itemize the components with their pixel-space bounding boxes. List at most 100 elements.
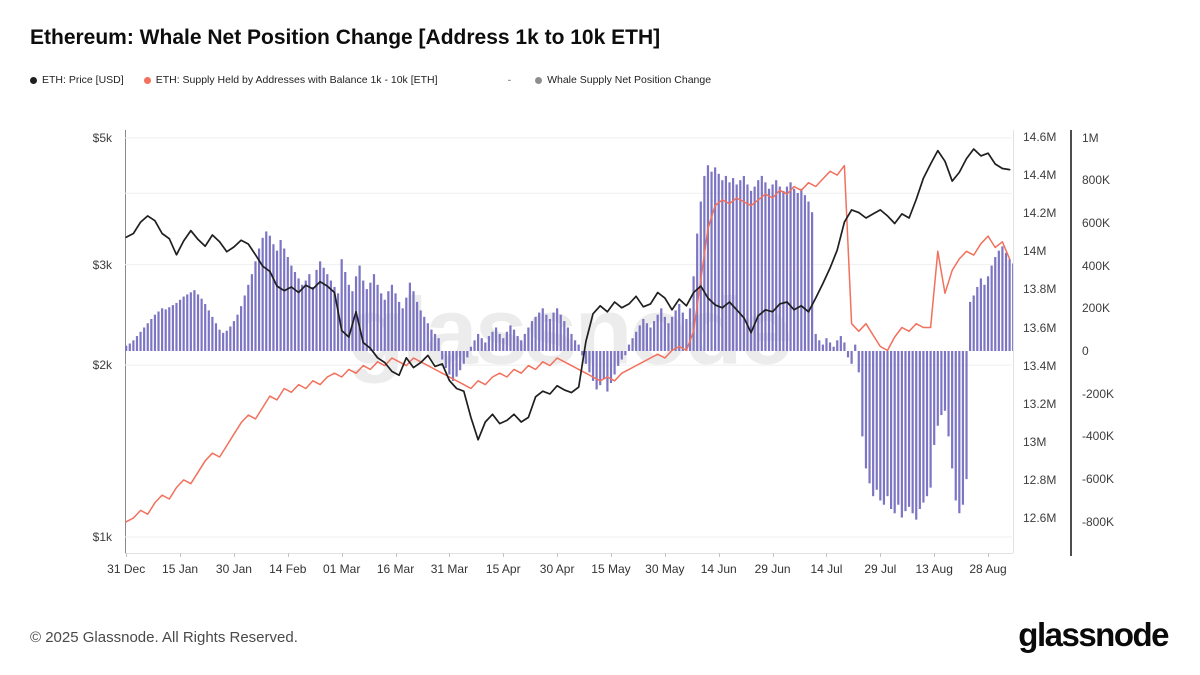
supply-tick-label: 14.4M (1023, 168, 1057, 183)
npc-bar (857, 351, 860, 373)
supply-tick-label: 13.8M (1023, 282, 1057, 297)
npc-bar (850, 351, 853, 364)
legend-dash: - (507, 74, 512, 86)
date-tick-mark (449, 553, 451, 557)
npc-bar (685, 318, 688, 351)
npc-bar (548, 318, 552, 351)
date-tick-label: 16 Mar (376, 562, 415, 576)
npc-bar (635, 331, 638, 351)
price-tick-label: $1k (92, 530, 112, 544)
npc-bar (225, 330, 228, 351)
npc-bar (182, 296, 185, 351)
npc-bar (767, 188, 771, 351)
npc-bar (1012, 263, 1013, 351)
supply-tick-label: 14.2M (1023, 206, 1057, 221)
npc-bar (864, 351, 868, 469)
supply-tick-label: 12.6M (1023, 511, 1057, 525)
npc-bar (969, 301, 972, 351)
npc-bar (362, 280, 365, 351)
price-tick-label: $2k (92, 358, 112, 373)
npc-bar (588, 351, 591, 373)
npc-bar (717, 173, 720, 351)
npc-bar (660, 308, 663, 351)
line-series (125, 164, 1011, 523)
npc-bar (308, 274, 311, 351)
npc-bar (297, 278, 300, 351)
bottom-axis-line (125, 553, 1013, 554)
date-tick-label: 29 Jul (864, 562, 897, 576)
npc-bar (667, 323, 670, 351)
npc-bar (627, 344, 631, 351)
npc-bar (146, 323, 149, 351)
npc-bar (1008, 259, 1011, 351)
left-price-axis-line (125, 130, 126, 553)
legend-item-eth-supply[interactable]: ETH: Supply Held by Addresses with Balan… (143, 74, 438, 86)
npc-bar (311, 286, 315, 351)
npc-bar (997, 250, 1000, 351)
npc-bar (125, 345, 128, 351)
npc-bar (943, 351, 947, 411)
npc-bar (433, 333, 437, 351)
legend-item-eth-price[interactable]: ETH: Price [USD] (30, 74, 124, 86)
npc-bar (753, 186, 756, 351)
date-tick-label: 15 May (591, 562, 631, 576)
date-tick-mark (180, 553, 182, 557)
date-tick-mark (988, 553, 990, 557)
date-tick-mark (610, 553, 612, 557)
npc-bar (573, 340, 577, 351)
npc-bar (872, 351, 875, 497)
npc-bar (591, 351, 595, 381)
npc-bar (240, 306, 243, 351)
npc-bar (825, 338, 828, 351)
npc-bar (742, 175, 745, 351)
npc-bar (484, 342, 487, 351)
npc-bar (430, 329, 433, 351)
npc-bar (782, 190, 785, 352)
npc-bar (520, 340, 523, 351)
chart-plot-area[interactable] (125, 130, 1013, 554)
npc-bar (563, 321, 566, 351)
npc-bar (961, 351, 965, 505)
npc-bar (577, 344, 580, 351)
npc-bar (599, 351, 602, 386)
npc-bar (491, 331, 494, 351)
line-series (125, 148, 1011, 441)
date-tick-mark (934, 553, 936, 557)
npc-bar (401, 308, 404, 351)
npc-bar (469, 346, 473, 351)
npc-bar (757, 180, 760, 351)
npc-bar (232, 321, 236, 351)
npc-bar (372, 274, 376, 351)
npc-bar (890, 351, 893, 509)
npc-bar (714, 167, 717, 351)
npc-bar (344, 272, 347, 351)
legend-item-whale-npc[interactable]: Whale Supply Net Position Change (535, 74, 711, 86)
npc-bar (283, 248, 286, 351)
npc-bar (703, 175, 706, 351)
glassnode-logo: glassnode (1018, 616, 1169, 653)
npc-bar (721, 180, 724, 351)
npc-bar (681, 312, 684, 351)
supply-tick-label: 13M (1023, 434, 1047, 449)
npc-bar (322, 267, 325, 351)
npc-bar (649, 327, 652, 351)
npc-bar (250, 274, 253, 351)
npc-bar (175, 302, 178, 351)
npc-bar (606, 351, 609, 392)
npc-bar (466, 351, 469, 358)
date-tick-label: 14 Feb (269, 562, 307, 576)
npc-bar (336, 293, 340, 351)
date-tick-label: 14 Jul (810, 562, 843, 576)
npc-bar (793, 188, 796, 351)
price-tick-label: $5k (92, 130, 112, 145)
npc-bar (441, 351, 444, 360)
npc-bar (652, 321, 656, 351)
npc-bar (218, 329, 221, 351)
npc-bar (821, 344, 824, 351)
npc-bar (911, 351, 914, 514)
npc-bar (854, 344, 857, 351)
npc-bar (329, 280, 332, 351)
npc-bar (509, 325, 512, 351)
npc-bar (642, 318, 645, 351)
date-tick-mark (503, 553, 505, 557)
